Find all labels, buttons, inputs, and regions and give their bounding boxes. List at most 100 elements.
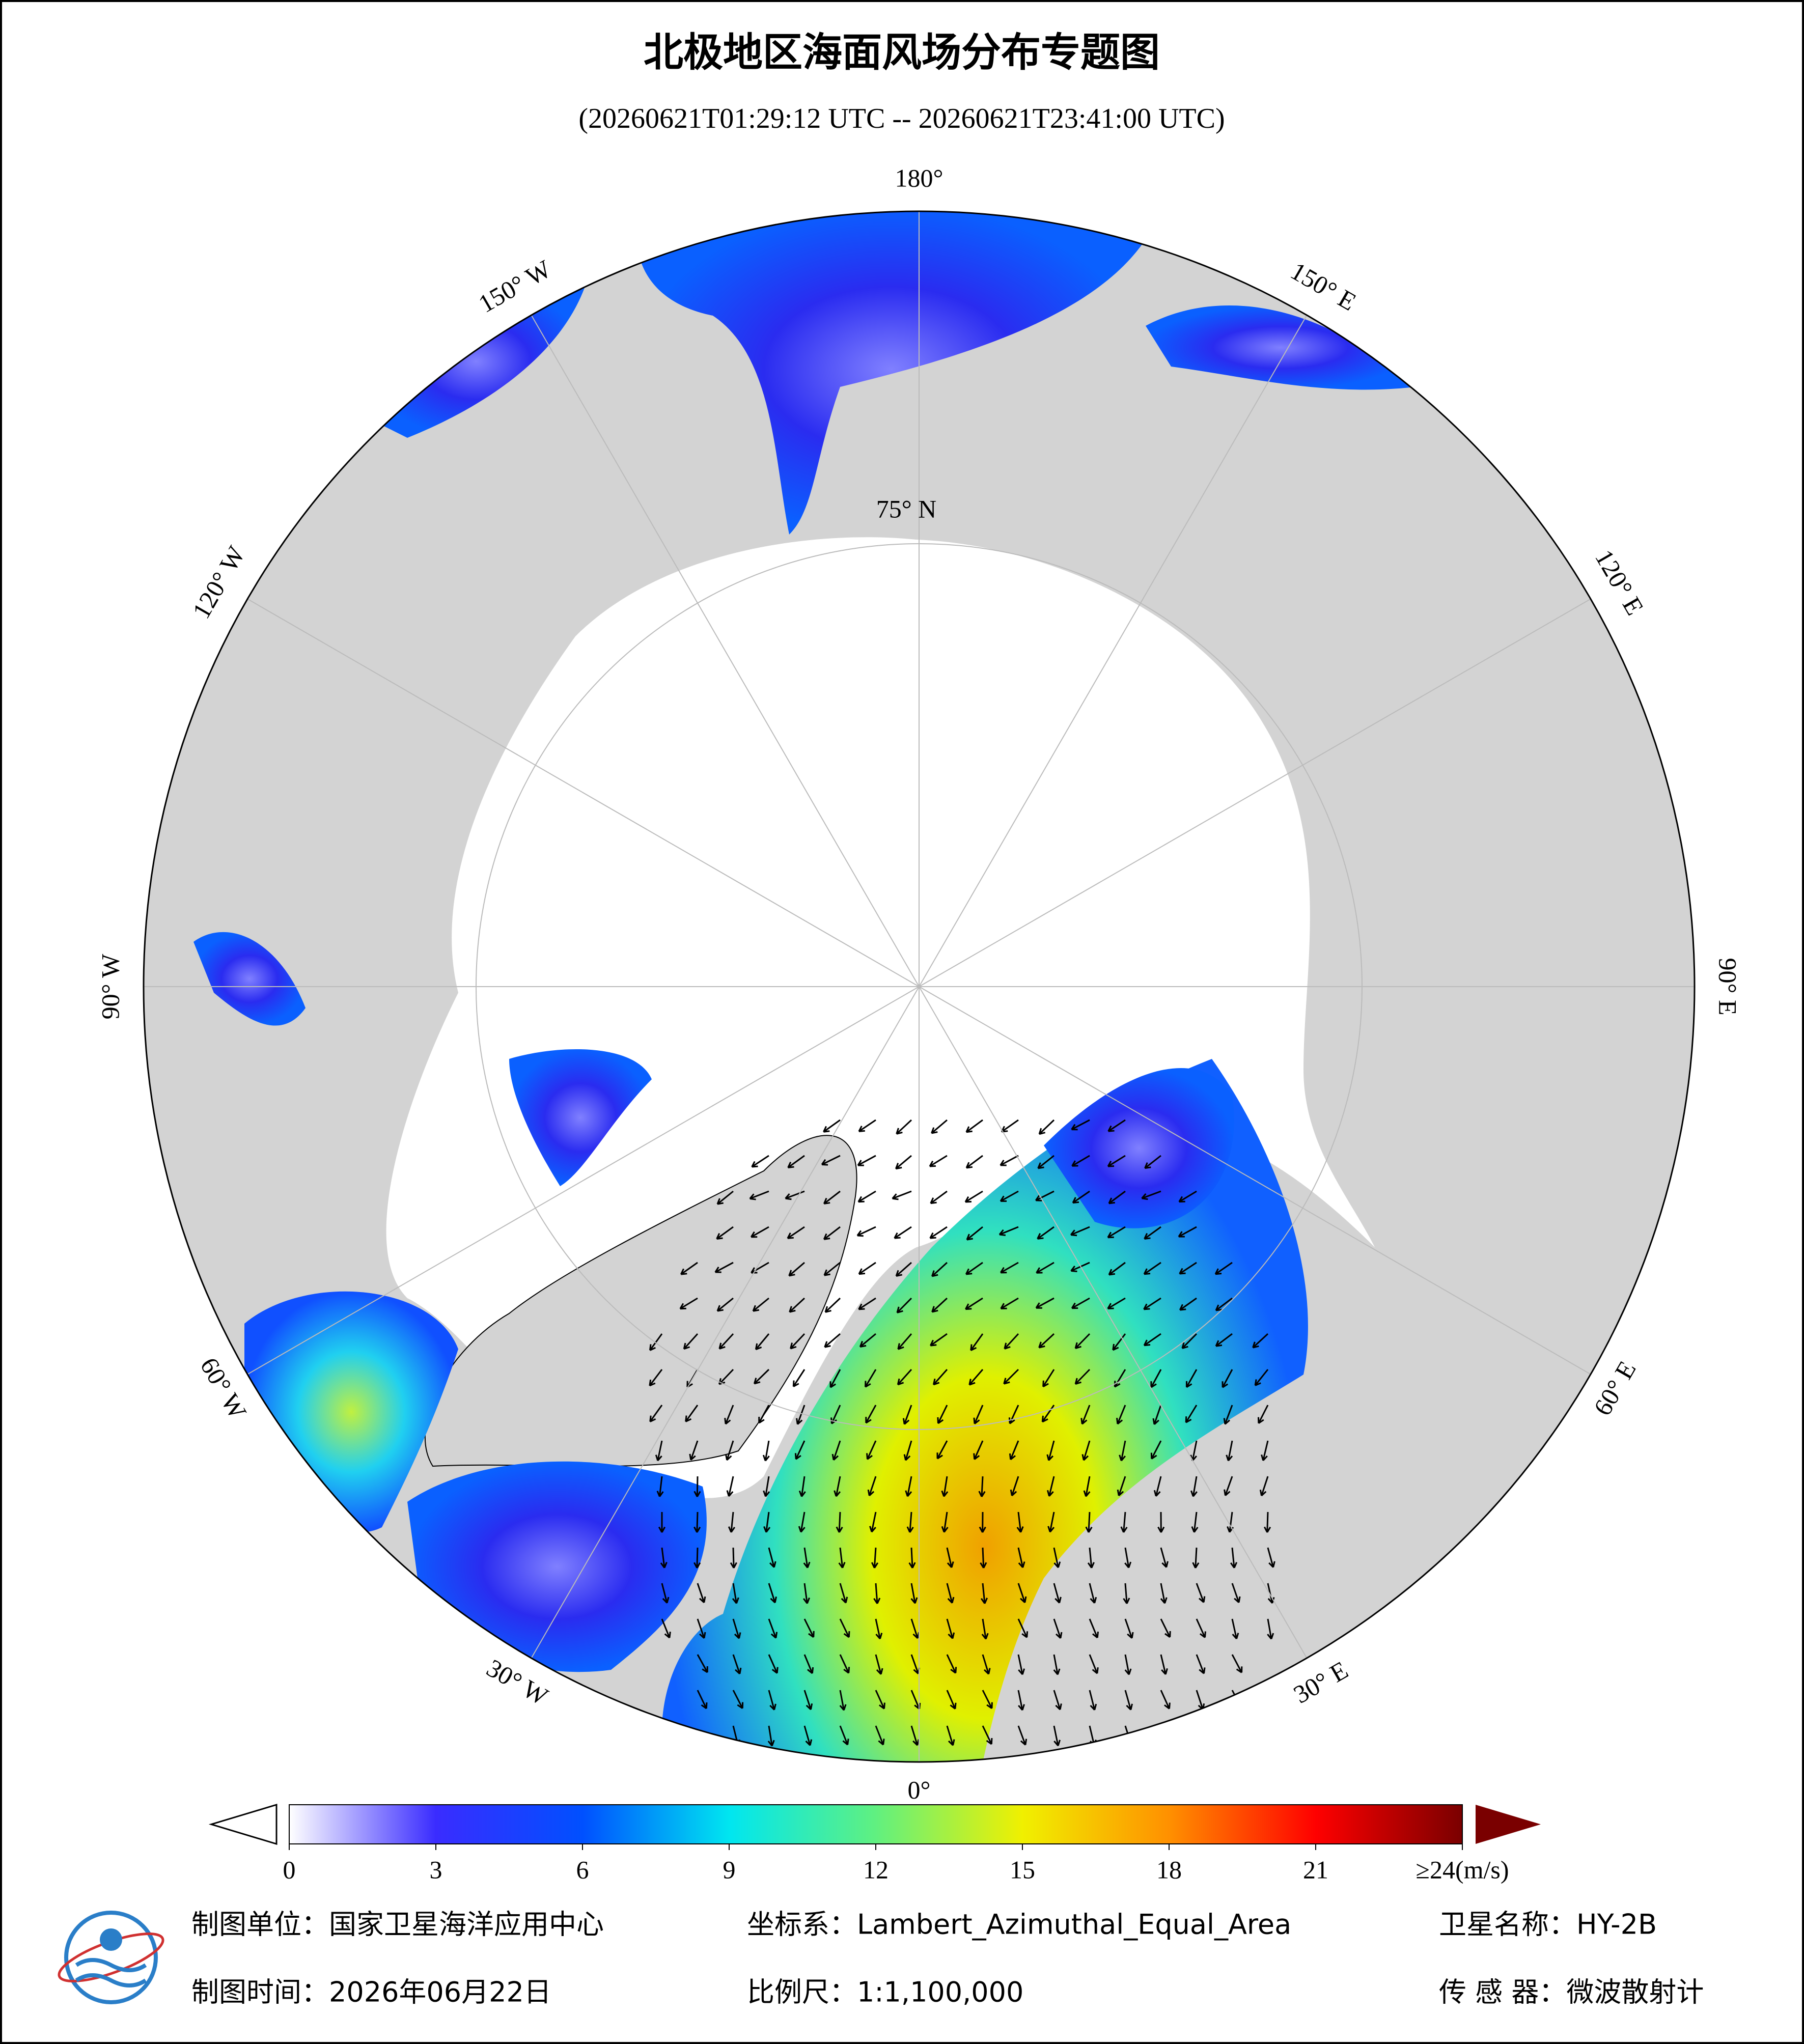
wind-arrow — [970, 1333, 984, 1351]
wind-arrow — [751, 1155, 769, 1168]
wind-arrow — [785, 1190, 805, 1200]
wind-arrow — [866, 1440, 877, 1460]
wind-arrow — [1191, 1511, 1199, 1533]
meridian — [247, 986, 920, 1375]
wind-arrow — [661, 1583, 670, 1604]
footer-crs: 坐标系：Lambert_Azimuthal_Equal_Area — [747, 1909, 1291, 1941]
wind-arrow — [758, 1405, 770, 1424]
wind-arrow — [1042, 1369, 1055, 1388]
wind-arrow — [1215, 1297, 1233, 1311]
wind-arrow — [1047, 1511, 1055, 1533]
wind-arrow — [1038, 1119, 1055, 1135]
wind-arrow — [1231, 1583, 1241, 1603]
wind-arrow — [965, 1155, 983, 1169]
wind-arrow — [875, 1618, 883, 1640]
wind-arrow — [910, 1583, 918, 1604]
wind-arrow — [1160, 1690, 1171, 1710]
wind-arrow — [716, 1297, 734, 1312]
wind-arrow — [787, 1155, 805, 1168]
wind-arrow — [946, 1725, 955, 1746]
wind-arrow — [1160, 1547, 1169, 1568]
wind-arrow — [1053, 1547, 1061, 1569]
wind-arrow — [824, 1333, 841, 1348]
colorbar-tick-label: 6 — [576, 1855, 589, 1884]
wind-arrow — [1000, 1155, 1019, 1166]
wind-arrow — [896, 1297, 912, 1313]
wind-arrow — [965, 1262, 983, 1275]
wind-arrow — [794, 1440, 806, 1460]
wind-arrow — [1116, 1405, 1126, 1425]
wind-arrow — [1074, 1368, 1091, 1385]
wind-arrow — [763, 1511, 771, 1533]
wind-arrow — [1267, 1547, 1275, 1568]
wind-arrow — [1053, 1725, 1061, 1747]
wind-field-atlantic — [662, 1059, 1308, 1762]
wind-field-bering — [636, 211, 1146, 535]
wind-arrow — [787, 1226, 805, 1239]
wind-arrow — [768, 1618, 778, 1639]
wind-arrow — [1231, 1618, 1239, 1640]
wind-arrow — [693, 1511, 701, 1533]
wind-arrow — [730, 1547, 737, 1569]
wind-field-hudson — [193, 932, 306, 1026]
wind-arrow — [803, 1690, 813, 1711]
wind-arrow — [839, 1654, 850, 1674]
wind-arrow — [755, 1333, 770, 1351]
wind-arrow — [895, 1155, 912, 1170]
wind-arrow — [802, 1583, 810, 1604]
wind-arrow — [749, 1190, 769, 1200]
wind-arrow — [823, 1119, 841, 1133]
wind-arrow — [732, 1583, 739, 1604]
footer-unit: 制图单位：国家卫星海洋应用中心 — [191, 1909, 604, 1941]
wind-arrow — [946, 1618, 955, 1639]
wind-arrow — [1192, 1547, 1200, 1569]
wind-arrow — [1003, 1368, 1019, 1385]
map-frame — [143, 210, 1696, 1763]
wind-arrow — [763, 1476, 770, 1497]
wind-arrow — [1214, 1262, 1233, 1275]
wind-arrow — [1144, 1155, 1161, 1169]
wind-arrow — [768, 1761, 779, 1762]
wind-arrow — [1016, 1511, 1024, 1533]
wind-arrow — [768, 1583, 777, 1604]
wind-arrow — [897, 1333, 912, 1350]
wind-arrow — [768, 1654, 779, 1674]
wind-arrow — [1141, 1190, 1161, 1200]
wind-arrow — [980, 1583, 988, 1604]
wind-arrow — [1181, 1333, 1198, 1349]
wind-arrow — [1108, 1190, 1126, 1205]
wind-arrow — [1087, 1547, 1095, 1569]
wind-arrow — [946, 1583, 955, 1604]
wind-arrow — [942, 1868, 948, 1889]
wind-arrow — [946, 1690, 957, 1710]
wind-arrow — [714, 1262, 734, 1273]
wind-arrow — [1009, 1440, 1019, 1461]
latitude-label: 75° N — [876, 494, 937, 523]
wind-arrow — [1143, 1297, 1161, 1310]
wind-arrow — [1000, 1190, 1019, 1202]
wind-arrow — [909, 1868, 915, 1889]
wind-arrow — [649, 1369, 663, 1387]
colorbar-tick-label: 9 — [723, 1855, 736, 1884]
wind-arrow — [788, 1262, 805, 1277]
wind-arrow — [894, 1226, 912, 1239]
wind-arrow — [1261, 1440, 1269, 1461]
wind-arrow — [859, 1333, 876, 1348]
wind-arrow — [981, 1618, 989, 1640]
wind-arrow — [856, 1226, 876, 1237]
wind-arrow — [1107, 1119, 1126, 1132]
meridian — [531, 315, 920, 987]
wind-arrow — [903, 1440, 912, 1461]
wind-arrow — [875, 1690, 885, 1710]
colorbar-min-extend — [208, 1803, 277, 1845]
wind-arrow — [979, 1511, 986, 1533]
wind-arrow — [1017, 1547, 1025, 1569]
wind-arrow — [1107, 1226, 1126, 1239]
wind-arrow — [1046, 1440, 1055, 1461]
wind-arrow — [1196, 1583, 1206, 1603]
wind-arrow — [1000, 1297, 1019, 1310]
wind-arrow — [1258, 1405, 1269, 1424]
wind-arrow — [1222, 1369, 1233, 1388]
wind-arrow — [978, 1868, 984, 1889]
wind-field-okhotsk — [1146, 305, 1416, 390]
